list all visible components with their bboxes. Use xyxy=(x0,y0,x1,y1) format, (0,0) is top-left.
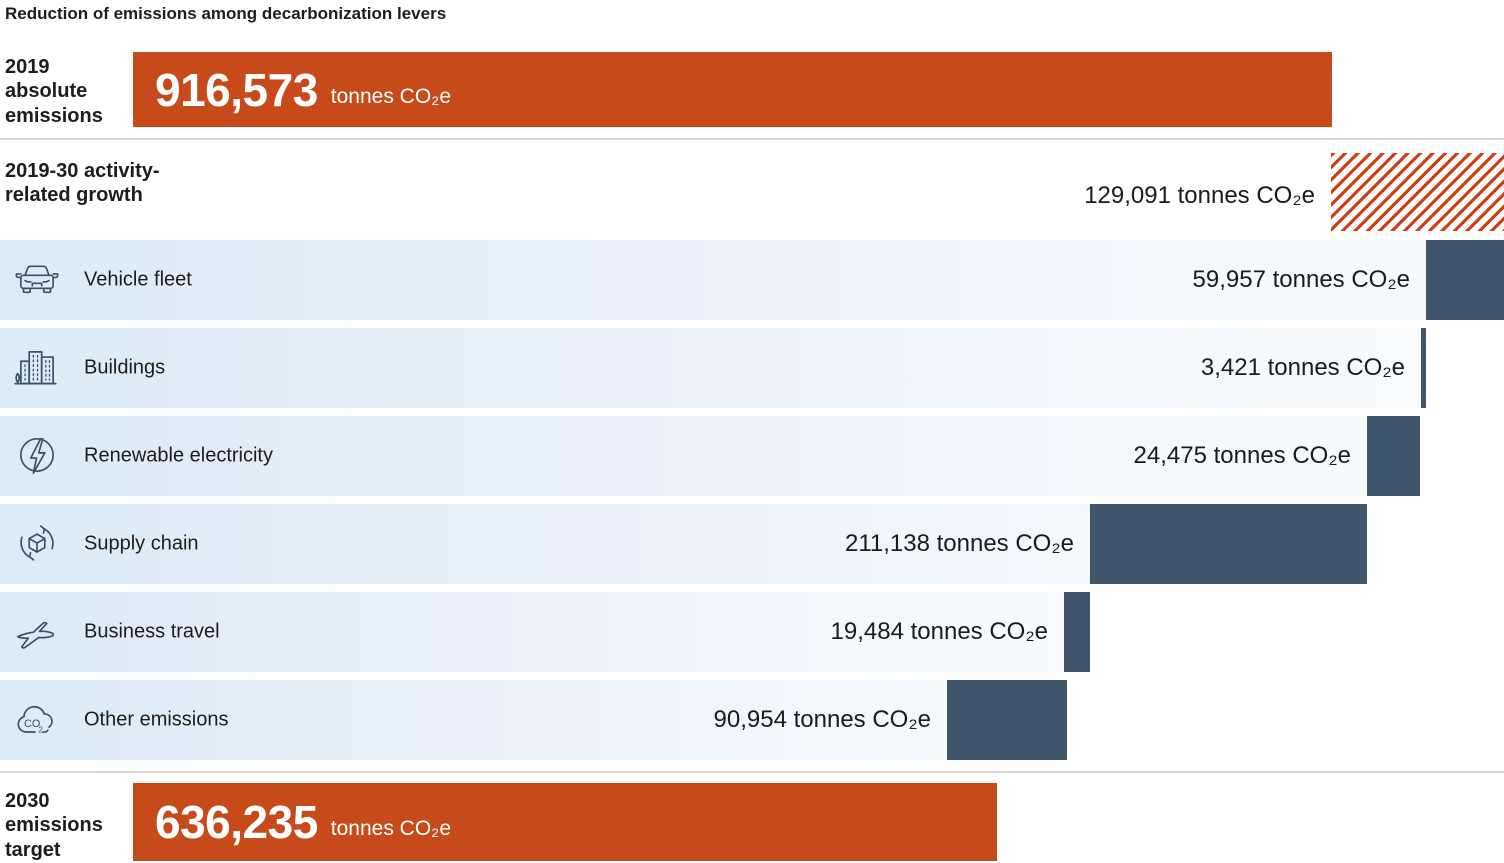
target-row-label: 2030 emissions target xyxy=(5,790,103,861)
lever-band: Buildings xyxy=(0,328,1426,408)
start-emissions-value: 916,573 xyxy=(155,63,318,116)
lever-row-business-travel: Business travel 19,484 tonnes CO₂e xyxy=(0,592,1504,672)
lever-row-renewable-electricity: Renewable electricity 24,475 tonnes CO₂e xyxy=(0,416,1504,496)
lever-value: 19,484 tonnes CO₂e xyxy=(830,618,1048,645)
lever-label: Other emissions xyxy=(84,708,229,731)
divider-line xyxy=(0,138,1504,140)
other-emissions-bar xyxy=(947,680,1067,760)
lever-label: Buildings xyxy=(84,356,166,379)
growth-row-label: 2019-30 activity-related growth xyxy=(5,160,160,207)
lightning-icon xyxy=(12,431,62,481)
divider-line xyxy=(0,771,1504,773)
lever-value: 90,954 tonnes CO₂e xyxy=(713,706,931,733)
buildings-bar xyxy=(1421,328,1426,408)
start-row-label: 2019 absolute emissions xyxy=(5,56,103,127)
lever-value: 211,138 tonnes CO₂e xyxy=(844,530,1074,557)
buildings-icon xyxy=(12,343,62,393)
lever-label: Renewable electricity xyxy=(84,444,273,467)
svg-text:CO: CO xyxy=(24,718,40,730)
lever-row-supply-chain: Supply chain 211,138 tonnes CO₂e xyxy=(0,504,1504,584)
target-emissions-unit: tonnes CO₂e xyxy=(330,817,451,840)
svg-text:2: 2 xyxy=(39,726,43,735)
lever-label: Supply chain xyxy=(84,532,199,555)
lever-value: 3,421 tonnes CO₂e xyxy=(1200,354,1405,381)
renewable-electricity-bar xyxy=(1367,416,1420,496)
start-emissions-bar: 916,573 tonnes CO₂e xyxy=(133,52,1332,127)
lever-band: Business travel xyxy=(0,592,1090,672)
lever-row-buildings: Buildings 3,421 tonnes CO₂e xyxy=(0,328,1504,408)
growth-value: 129,091 tonnes CO₂e xyxy=(1084,182,1315,209)
lever-row-other-emissions: CO 2 Other emissions 90,954 tonnes CO₂e xyxy=(0,680,1504,760)
supply-chain-bar xyxy=(1090,504,1367,584)
lever-label: Vehicle fleet xyxy=(84,268,192,291)
lever-band: Vehicle fleet xyxy=(0,240,1504,320)
vehicle-fleet-bar xyxy=(1426,240,1504,320)
lever-value: 24,475 tonnes CO₂e xyxy=(1133,442,1351,469)
target-emissions-value: 636,235 xyxy=(155,796,318,848)
lever-band: CO 2 Other emissions xyxy=(0,680,1067,760)
lever-band: Renewable electricity xyxy=(0,416,1420,496)
start-emissions-unit: tonnes CO₂e xyxy=(330,84,451,108)
lever-row-vehicle-fleet: Vehicle fleet 59,957 tonnes CO₂e xyxy=(0,240,1504,320)
chart-title: Reduction of emissions among decarboniza… xyxy=(5,4,447,23)
growth-hatched-bar xyxy=(1331,153,1504,231)
lever-label: Business travel xyxy=(84,620,220,643)
airplane-icon xyxy=(12,607,62,657)
business-travel-bar xyxy=(1064,592,1090,672)
car-icon xyxy=(12,255,62,305)
lever-value: 59,957 tonnes CO₂e xyxy=(1192,266,1410,293)
co2-cloud-icon: CO 2 xyxy=(12,695,62,745)
target-emissions-bar: 636,235 tonnes CO₂e xyxy=(133,783,997,861)
supply-chain-icon xyxy=(12,519,62,569)
